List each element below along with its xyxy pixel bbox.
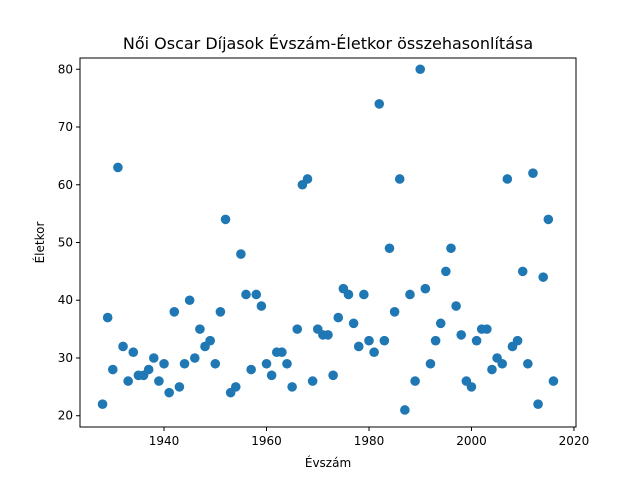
scatter-point (394, 174, 405, 184)
x-tick-label: 1940 (149, 434, 180, 448)
scatter-point (528, 168, 538, 179)
scatter-point (430, 335, 441, 346)
scatter-point (287, 382, 297, 392)
y-tick-label: 20 (58, 409, 73, 423)
x-tick-label: 1960 (251, 434, 282, 448)
scatter-point (369, 347, 379, 358)
y-tick-label: 50 (58, 236, 73, 250)
scatter-point (410, 376, 420, 386)
scatter-point (97, 399, 108, 409)
scatter-point (548, 376, 559, 386)
scatter-point (128, 347, 139, 358)
x-axis-label: Évszám (305, 455, 351, 470)
x-tick-label: 2020 (559, 434, 590, 448)
scatter-point (210, 358, 221, 369)
scatter-point (333, 312, 344, 323)
scatter-point (523, 358, 533, 369)
scatter-point (415, 64, 426, 75)
scatter-point (451, 301, 461, 311)
y-axis-label: Életkor (32, 222, 47, 264)
scatter-point (359, 289, 369, 300)
scatter-point (497, 358, 508, 369)
scatter-point (364, 335, 374, 346)
y-tick-label: 70 (58, 120, 73, 134)
scatter-point (307, 376, 318, 386)
scatter-point (543, 214, 554, 225)
scatter-point (277, 347, 287, 358)
scatter-point (113, 162, 123, 173)
scatter-point (179, 358, 190, 369)
scatter-point (143, 364, 154, 375)
scatter-point (502, 174, 513, 184)
scatter-point (241, 289, 251, 300)
y-tick-label: 40 (58, 293, 73, 307)
scatter-point (154, 376, 164, 386)
x-tick-label: 1980 (354, 434, 385, 448)
y-tick-label: 80 (58, 62, 73, 76)
scatter-point (195, 324, 205, 334)
scatter-point (353, 341, 364, 352)
scatter-point (174, 382, 185, 392)
scatter-point (246, 364, 256, 375)
scatter-point (169, 306, 180, 317)
scatter-point (348, 318, 359, 329)
scatter-point (215, 306, 226, 317)
scatter-point (446, 243, 456, 254)
scatter-point (256, 301, 267, 311)
scatter-point (328, 370, 338, 381)
scatter-point (425, 358, 436, 369)
x-tick-label: 2000 (456, 434, 487, 448)
scatter-point (205, 335, 215, 346)
scatter-point (374, 99, 385, 109)
scatter-point (379, 335, 390, 346)
scatter-point (302, 174, 313, 184)
scatter-point (266, 370, 277, 381)
scatter-point (512, 335, 523, 346)
scatter-point (118, 341, 128, 352)
scatter-point (435, 318, 446, 329)
scatter-point (384, 243, 395, 254)
scatter-point (236, 249, 246, 259)
scatter-point (389, 306, 400, 317)
scatter-point (400, 405, 410, 415)
scatter-point (466, 382, 477, 392)
scatter-point (420, 283, 431, 294)
chart-title: Női Oscar Díjasok Évszám-Életkor összeha… (123, 34, 533, 53)
scatter-point (441, 266, 451, 277)
scatter-point (148, 353, 159, 363)
scatter-point (107, 364, 118, 375)
scatter-point (102, 312, 113, 323)
scatter-point (482, 324, 492, 334)
point-layer (97, 64, 559, 415)
y-tick-label: 60 (58, 178, 73, 192)
scatter-point (456, 330, 467, 340)
scatter-point (405, 289, 415, 300)
scatter-point (159, 358, 169, 369)
plot-frame (79, 57, 577, 428)
scatter-point (189, 353, 200, 363)
scatter-point (323, 330, 333, 340)
scatter-point (164, 387, 174, 398)
scatter-point (471, 335, 482, 346)
y-tick-label: 30 (58, 351, 73, 365)
scatter-point (517, 266, 528, 277)
scatter-point (184, 295, 195, 306)
scatter-point (123, 376, 133, 386)
scatter-point (261, 358, 272, 369)
scatter-point (533, 399, 543, 409)
scatter-point (230, 382, 241, 392)
scatter-point (487, 364, 497, 375)
scatter-point (343, 289, 354, 300)
scatter-point (251, 289, 262, 300)
scatter-point (220, 214, 231, 225)
scatter-point (282, 358, 292, 369)
scatter-point (538, 272, 549, 282)
scatter-point (292, 324, 303, 334)
